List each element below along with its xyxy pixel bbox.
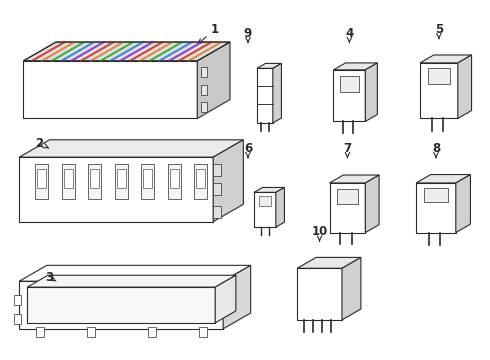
Polygon shape bbox=[23, 42, 230, 61]
Polygon shape bbox=[254, 188, 284, 192]
Bar bbox=[201, 67, 207, 77]
Bar bbox=[148, 327, 156, 337]
Polygon shape bbox=[334, 63, 377, 70]
Polygon shape bbox=[257, 68, 273, 123]
Polygon shape bbox=[27, 287, 215, 323]
Bar bbox=[168, 164, 181, 199]
Bar bbox=[14, 314, 21, 324]
Polygon shape bbox=[334, 70, 366, 121]
Polygon shape bbox=[297, 257, 361, 268]
Text: 7: 7 bbox=[343, 142, 351, 158]
Polygon shape bbox=[19, 157, 213, 222]
Polygon shape bbox=[329, 183, 366, 233]
Bar bbox=[195, 164, 207, 199]
Polygon shape bbox=[23, 61, 197, 118]
Bar bbox=[37, 169, 46, 188]
Bar bbox=[36, 327, 44, 337]
Polygon shape bbox=[297, 268, 342, 320]
Bar bbox=[170, 169, 179, 188]
Bar bbox=[141, 164, 154, 199]
Polygon shape bbox=[276, 188, 284, 227]
Bar bbox=[201, 85, 207, 95]
Text: 4: 4 bbox=[345, 27, 353, 42]
Bar bbox=[35, 164, 48, 199]
Polygon shape bbox=[19, 281, 223, 329]
Bar bbox=[428, 68, 450, 84]
Bar bbox=[259, 196, 271, 206]
Polygon shape bbox=[254, 192, 276, 227]
Text: 10: 10 bbox=[312, 225, 328, 241]
Text: 9: 9 bbox=[244, 27, 252, 42]
Polygon shape bbox=[223, 265, 251, 329]
Bar bbox=[117, 169, 125, 188]
Text: 1: 1 bbox=[198, 23, 219, 44]
Bar bbox=[64, 169, 73, 188]
Text: 5: 5 bbox=[435, 23, 443, 39]
Polygon shape bbox=[213, 140, 244, 222]
Bar bbox=[201, 102, 207, 112]
Polygon shape bbox=[416, 175, 470, 183]
Polygon shape bbox=[458, 55, 471, 118]
Polygon shape bbox=[197, 42, 230, 118]
Text: 3: 3 bbox=[45, 271, 56, 284]
Polygon shape bbox=[329, 175, 379, 183]
Polygon shape bbox=[19, 140, 244, 157]
Polygon shape bbox=[420, 55, 471, 63]
Polygon shape bbox=[366, 175, 379, 233]
Polygon shape bbox=[19, 265, 251, 281]
Bar bbox=[62, 164, 74, 199]
Bar bbox=[337, 189, 358, 204]
Text: 2: 2 bbox=[35, 137, 49, 150]
Bar bbox=[90, 169, 99, 188]
Bar bbox=[424, 188, 448, 202]
Text: 8: 8 bbox=[432, 142, 440, 158]
Polygon shape bbox=[416, 183, 456, 233]
Bar bbox=[213, 164, 221, 176]
Polygon shape bbox=[456, 175, 470, 233]
Polygon shape bbox=[27, 275, 236, 287]
Bar bbox=[196, 169, 205, 188]
Polygon shape bbox=[215, 275, 236, 323]
Bar bbox=[115, 164, 128, 199]
Polygon shape bbox=[273, 63, 281, 123]
Polygon shape bbox=[366, 63, 377, 121]
Bar bbox=[87, 327, 95, 337]
Bar bbox=[88, 164, 101, 199]
Text: 6: 6 bbox=[244, 142, 252, 158]
Bar bbox=[213, 184, 221, 195]
Polygon shape bbox=[420, 63, 458, 118]
Bar bbox=[143, 169, 152, 188]
Polygon shape bbox=[342, 257, 361, 320]
Bar bbox=[14, 295, 21, 305]
Polygon shape bbox=[257, 63, 281, 68]
Bar bbox=[213, 206, 221, 218]
Bar bbox=[340, 76, 359, 91]
Bar bbox=[199, 327, 207, 337]
